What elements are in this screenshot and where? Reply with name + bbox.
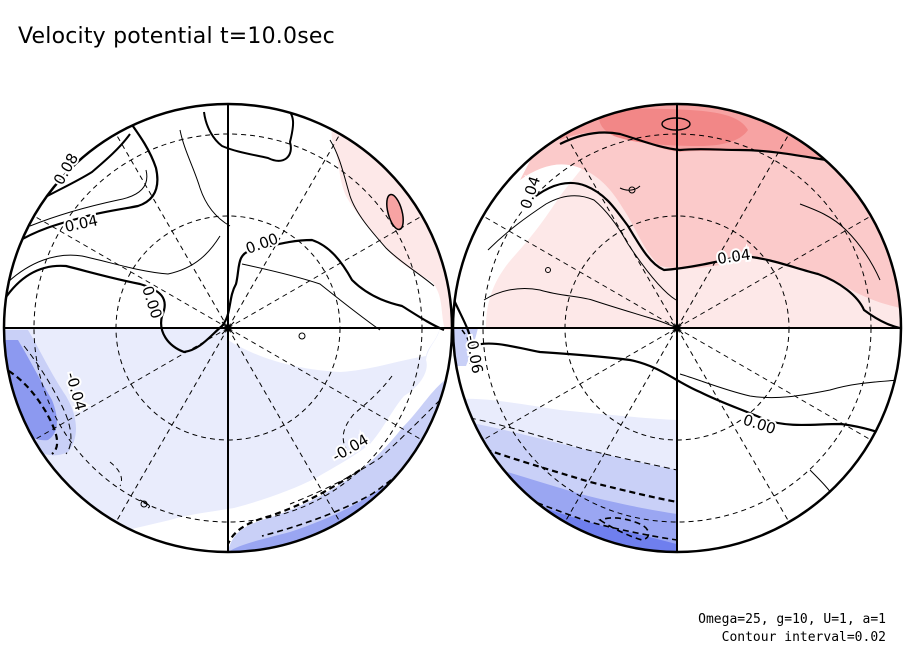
chart-title: Velocity potential t=10.0sec [18,24,335,49]
left-negative-region-light [4,328,440,552]
contour-label-l-0.00a: 0.00 [243,229,281,257]
contour-label-r-0.04b: 0.04 [716,245,752,267]
left-zero-gap [228,328,440,372]
contour-label-l-0.08: 0.08 [50,150,82,188]
right-negative-edge [454,328,478,366]
left-positive-peak [386,193,404,231]
contour-label-r-0.00: 0.00 [741,411,778,438]
pole-markers [221,321,684,335]
right-hemisphere [451,102,903,554]
contour-interval-note: Contour interval=0.02 [721,630,886,645]
contour-label-l-0.04: 0.04 [63,211,99,236]
parameters-note: Omega=25, g=10, U=1, a=1 [698,612,886,627]
right-hemisphere-outline [451,102,903,554]
